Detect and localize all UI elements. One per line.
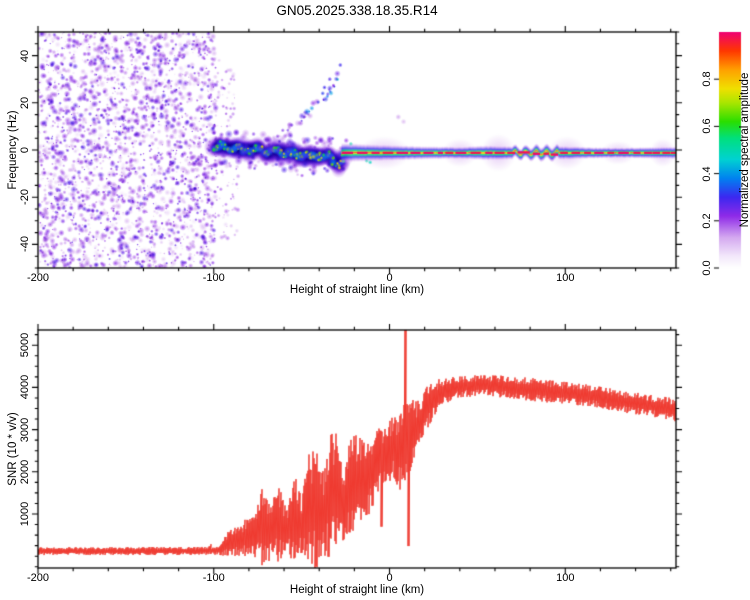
snr-canvas [0,312,750,600]
height-axis-title-top: Height of straight line (km) [289,284,425,296]
spectrogram-x-tick-label: 0 [386,272,393,284]
spectrogram-x-tick-label: 100 [556,272,575,284]
spectrogram-y-tick-label: 0 [19,146,31,154]
snr-y-tick-label: 5000 [19,332,31,358]
snr-x-tick-label: -200 [26,572,50,584]
snr-x-tick-label: -100 [202,572,225,584]
snr-y-tick-label: 4000 [19,375,31,400]
spectrogram-y-tick-label: 20 [19,96,31,109]
spectrogram-y-tick-label: -20 [19,189,31,206]
colorbar-tick-label: 0.8 [701,71,713,87]
snr-y-tick-label: 3000 [19,417,31,442]
frequency-axis-title: Frequency (Hz) [7,110,19,190]
colorbar-tick-label: 0.4 [701,165,713,182]
snr-y-tick-label: 2000 [19,459,31,485]
colorbar-tick-label: 0.0 [701,260,713,276]
colorbar-tick-label: 0.2 [701,213,713,229]
spectrogram-canvas [0,0,750,312]
colorbar-title: Normalized spectral amplitude [739,72,750,228]
spectrogram-x-tick-label: -100 [202,272,225,284]
snr-x-tick-label: 100 [556,572,575,584]
spectrogram-x-tick-label: -200 [26,272,50,284]
spectrogram-y-tick-label: -40 [19,236,31,253]
snr-y-tick-label: 1000 [19,501,31,527]
page-title: GN05.2025.338.18.35.R14 [276,3,438,18]
spectrogram-y-tick-label: 40 [19,49,31,62]
height-axis-title-bottom: Height of straight line (km) [289,584,425,596]
snr-axis-title: SNR (10 * v/v) [7,412,19,486]
snr-x-tick-label: 0 [386,572,393,584]
colorbar-tick-label: 0.6 [701,118,713,135]
